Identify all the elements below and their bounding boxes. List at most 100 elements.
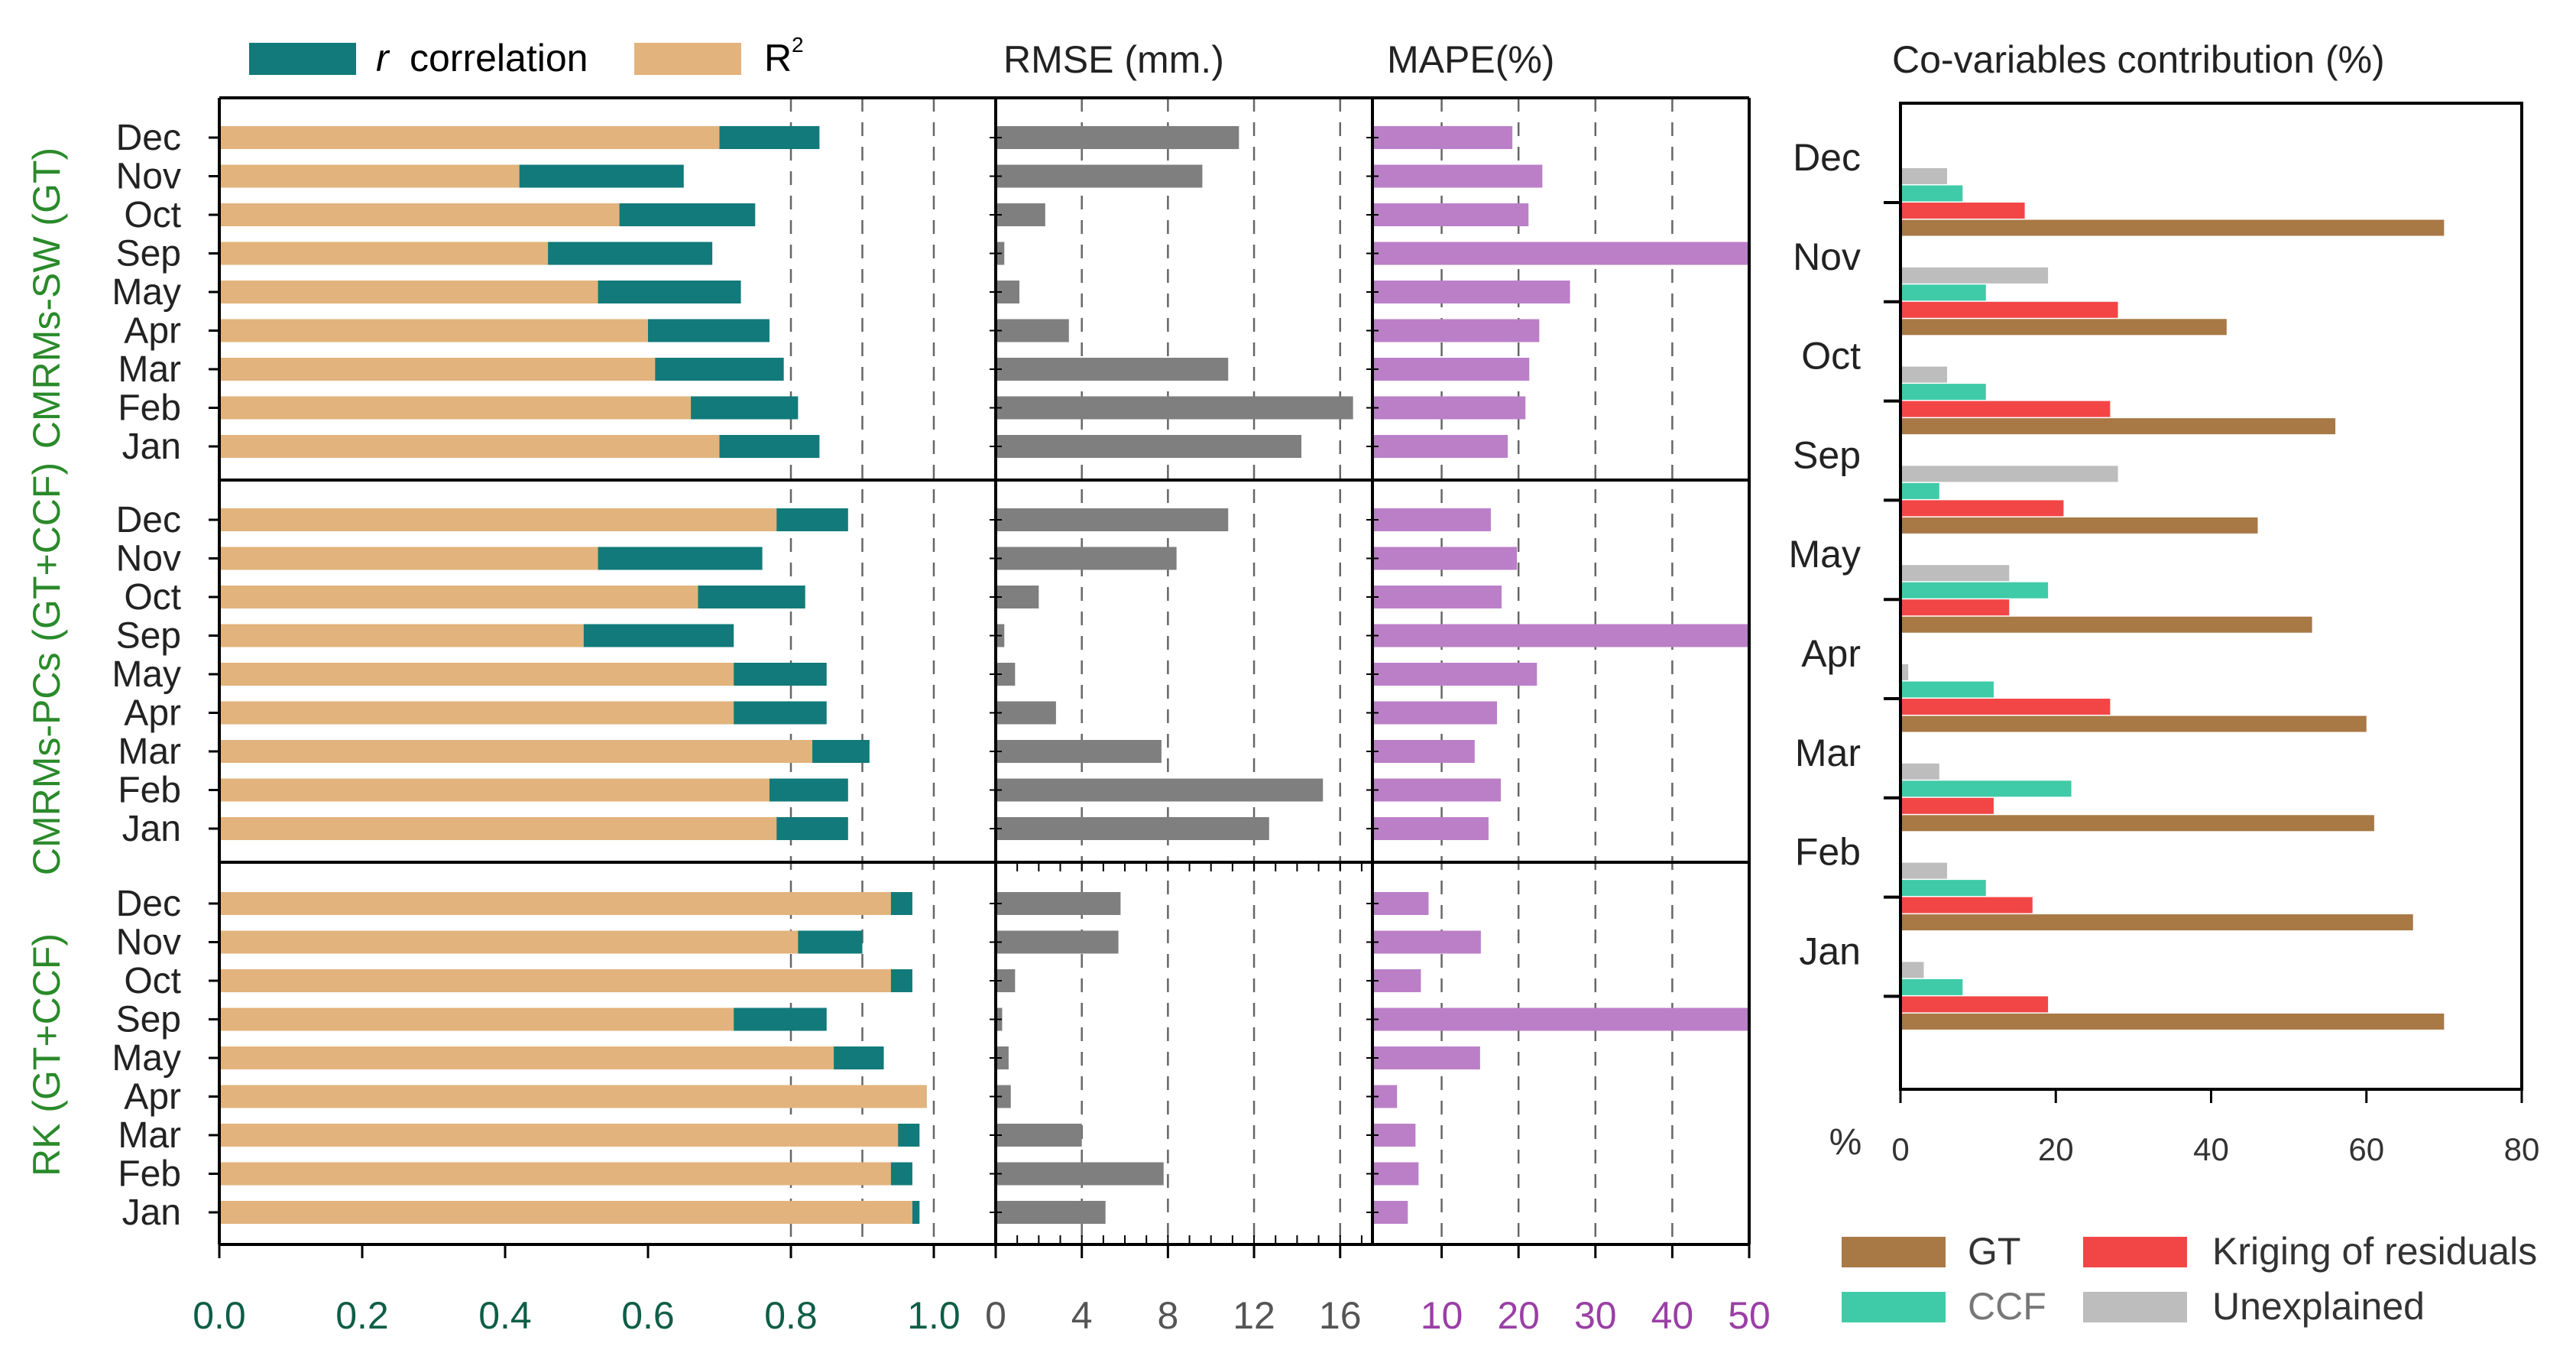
category-label: Feb xyxy=(118,1154,181,1195)
category-label: Oct xyxy=(124,195,181,235)
bar-r2 xyxy=(219,586,698,608)
rmse-title: RMSE (mm.) xyxy=(1003,38,1224,81)
contrib-category-label: Feb xyxy=(1795,831,1861,874)
bar-kriging xyxy=(1900,401,2111,417)
contrib-category-label: Mar xyxy=(1795,732,1861,774)
group-label: RK (GT+CCF) xyxy=(25,933,68,1176)
x-tick-label-rmse: 0 xyxy=(985,1294,1006,1337)
bar-gt xyxy=(1900,914,2413,931)
bar-r2 xyxy=(219,126,720,149)
category-label: Nov xyxy=(116,539,181,579)
bar-mape xyxy=(1372,281,1570,303)
bar-r2 xyxy=(219,1007,734,1031)
bar-rmse xyxy=(996,586,1039,608)
bar-mape xyxy=(1372,508,1491,531)
bar-unexplained xyxy=(1900,267,2049,284)
contrib-category-label: Dec xyxy=(1793,136,1861,179)
bar-kriging xyxy=(1900,699,2111,715)
legend-gt-label: GT xyxy=(1968,1230,2020,1273)
contrib-category-label: May xyxy=(1789,533,1861,576)
category-label: Jan xyxy=(122,809,181,849)
bar-mape xyxy=(1372,701,1497,725)
bar-rmse xyxy=(996,396,1353,420)
bar-r2 xyxy=(219,663,734,686)
category-label: Jan xyxy=(122,427,181,467)
bar-kriging xyxy=(1900,599,2010,616)
bar-rmse xyxy=(996,1085,1011,1108)
bar-unexplained xyxy=(1900,168,1947,184)
contrib-category-label: Jan xyxy=(1799,930,1861,972)
bar-mape xyxy=(1372,778,1502,802)
category-label: Sep xyxy=(116,234,181,274)
x-tick-label-mape: 40 xyxy=(1651,1294,1694,1337)
bar-ccf xyxy=(1900,780,2072,797)
bar-kriging xyxy=(1900,301,2118,318)
x-tick-label-r: 1.0 xyxy=(907,1294,961,1337)
bar-rmse xyxy=(996,1046,1009,1069)
bar-rmse xyxy=(996,435,1302,458)
bar-mape xyxy=(1372,319,1540,342)
category-label: Mar xyxy=(118,732,181,772)
bar-rmse xyxy=(996,358,1229,381)
bar-mape xyxy=(1372,126,1513,149)
bar-mape xyxy=(1372,586,1502,608)
legend-ccf-label: CCF xyxy=(1968,1285,2046,1328)
bar-mape xyxy=(1372,663,1537,686)
group-label: CMRMs-SW (GT) xyxy=(25,148,68,449)
bar-rmse xyxy=(996,930,1119,954)
bar-r2 xyxy=(219,1124,899,1147)
category-label: May xyxy=(112,654,181,695)
bar-ccf xyxy=(1900,185,1963,202)
bar-unexplained xyxy=(1900,862,1947,879)
bar-r2 xyxy=(219,817,777,840)
bar-rmse xyxy=(996,1201,1106,1224)
bars xyxy=(219,126,2445,1224)
bar-kriging xyxy=(1900,500,2064,517)
legend-unexplained-swatch xyxy=(2083,1292,2187,1322)
category-label: Apr xyxy=(124,311,181,352)
bar-r2 xyxy=(219,778,770,802)
contrib-category-label: Nov xyxy=(1793,235,1861,278)
contrib-title: Co-variables contribution (%) xyxy=(1892,38,2385,81)
bar-unexplained xyxy=(1900,962,1924,978)
bar-gt xyxy=(1900,319,2227,336)
x-tick-label-r: 0.0 xyxy=(193,1294,246,1337)
x-tick-label-contrib: 20 xyxy=(2038,1131,2074,1167)
legend-top: r correlation R 2 xyxy=(249,33,804,79)
category-label: Nov xyxy=(116,157,181,197)
bar-r2 xyxy=(219,969,891,992)
panel-frames xyxy=(209,96,2523,1258)
bar-ccf xyxy=(1900,681,1994,698)
bar-mape xyxy=(1372,969,1421,992)
bar-mape xyxy=(1372,358,1530,381)
bar-ccf xyxy=(1900,880,1986,897)
x-tick-label-contrib: 60 xyxy=(2348,1131,2384,1167)
bar-unexplained xyxy=(1900,565,2010,582)
bar-mape xyxy=(1372,1007,1749,1031)
bar-r2 xyxy=(219,164,520,188)
bar-rmse xyxy=(996,508,1229,531)
legend-gt-swatch xyxy=(1842,1237,1946,1267)
bar-gt xyxy=(1900,1013,2445,1030)
x-tick-label-r: 0.8 xyxy=(764,1294,818,1337)
bar-rmse xyxy=(996,203,1045,226)
x-tick-label-r: 0.4 xyxy=(478,1294,532,1337)
bar-r2 xyxy=(219,624,584,647)
x-tick-label-mape: 20 xyxy=(1497,1294,1540,1337)
bar-ccf xyxy=(1900,582,2049,599)
legend-ccf-swatch xyxy=(1842,1292,1946,1322)
bar-mape xyxy=(1372,547,1518,570)
bar-unexplained xyxy=(1900,466,2118,482)
bar-mape xyxy=(1372,242,1749,265)
bar-gt xyxy=(1900,616,2312,633)
bar-r2 xyxy=(219,701,734,725)
category-label: Mar xyxy=(118,349,181,390)
bar-mape xyxy=(1372,1124,1416,1147)
x-tick-label-rmse: 16 xyxy=(1319,1294,1362,1337)
group-label: CMRMs-PCs (GT+CCF) xyxy=(25,462,68,875)
x-tick-label-contrib: 40 xyxy=(2193,1131,2229,1167)
bar-r2 xyxy=(219,892,891,915)
bar-unexplained xyxy=(1900,366,1947,383)
